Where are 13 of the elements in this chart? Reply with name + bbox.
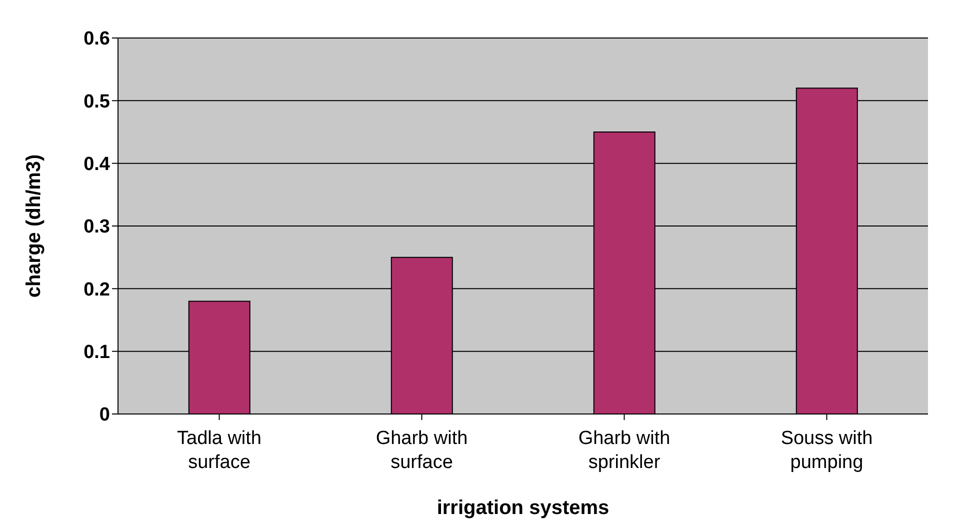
x-axis-title: irrigation systems	[436, 497, 610, 519]
y-axis-title: charge (dh/m3)	[23, 154, 46, 298]
y-tick-label: 0.4	[84, 154, 110, 176]
x-tick-label: Tadla with surface	[177, 428, 262, 473]
y-tick-label: 0	[99, 404, 110, 426]
y-tick-label: 0.3	[84, 216, 110, 238]
x-tick-label: Gharb with surface	[376, 428, 468, 473]
x-tick-label: Gharb with sprinkler	[578, 428, 670, 473]
y-tick-label: 0.2	[84, 279, 110, 300]
y-tick-label: 0.5	[84, 91, 110, 112]
y-tick-label: 0.1	[84, 342, 110, 364]
x-tick-label: Souss with pumping	[780, 428, 873, 473]
y-tick-label: 0.6	[84, 28, 110, 50]
